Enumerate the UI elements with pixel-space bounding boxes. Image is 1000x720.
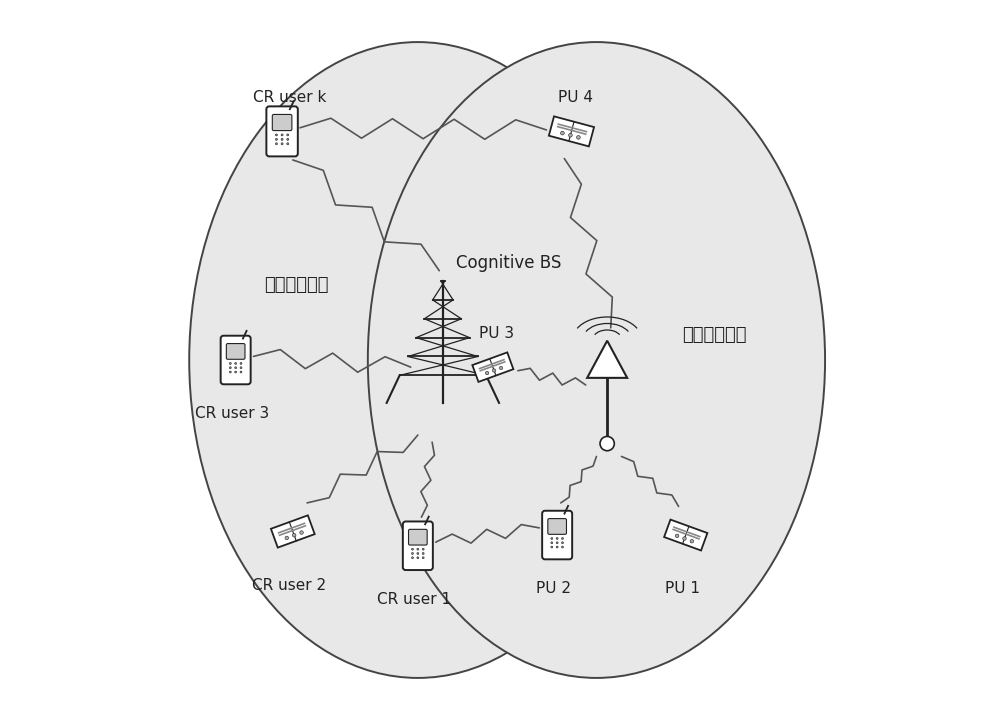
Circle shape (285, 536, 289, 540)
Text: PU 3: PU 3 (479, 325, 514, 341)
Circle shape (569, 133, 572, 137)
Polygon shape (664, 520, 707, 551)
Text: CR user 3: CR user 3 (195, 406, 269, 421)
Circle shape (485, 372, 489, 374)
Text: PU 4: PU 4 (558, 90, 593, 105)
Circle shape (235, 366, 237, 369)
Circle shape (417, 552, 419, 554)
Ellipse shape (368, 42, 825, 678)
Circle shape (235, 371, 237, 373)
Circle shape (600, 436, 614, 451)
FancyBboxPatch shape (548, 518, 566, 534)
Polygon shape (587, 341, 627, 378)
FancyBboxPatch shape (403, 521, 433, 570)
Circle shape (422, 552, 424, 554)
Circle shape (492, 369, 496, 372)
Circle shape (551, 541, 553, 544)
FancyBboxPatch shape (272, 114, 292, 130)
Circle shape (551, 546, 553, 548)
Circle shape (281, 138, 283, 140)
Circle shape (412, 548, 413, 550)
Circle shape (561, 131, 564, 135)
FancyBboxPatch shape (542, 510, 572, 559)
FancyBboxPatch shape (221, 336, 251, 384)
Circle shape (287, 138, 289, 140)
Text: CR user k: CR user k (253, 90, 326, 105)
Circle shape (577, 135, 580, 139)
Circle shape (556, 546, 558, 548)
FancyBboxPatch shape (409, 529, 427, 545)
Circle shape (275, 143, 277, 145)
Circle shape (292, 534, 296, 537)
Polygon shape (472, 352, 513, 382)
Circle shape (690, 539, 694, 543)
Circle shape (281, 143, 283, 145)
Text: PU 1: PU 1 (665, 582, 700, 596)
Text: CR user 1: CR user 1 (377, 592, 451, 607)
Circle shape (229, 366, 231, 369)
Ellipse shape (189, 42, 646, 678)
Text: 认知用户系统: 认知用户系统 (264, 276, 329, 294)
Circle shape (240, 371, 242, 373)
Circle shape (240, 366, 242, 369)
Polygon shape (271, 516, 315, 548)
Circle shape (235, 362, 237, 364)
Circle shape (562, 541, 563, 544)
Circle shape (683, 537, 686, 540)
Circle shape (551, 538, 553, 539)
Circle shape (229, 362, 231, 364)
Circle shape (229, 371, 231, 373)
Circle shape (556, 541, 558, 544)
Circle shape (562, 538, 563, 539)
Circle shape (556, 538, 558, 539)
Circle shape (675, 534, 679, 538)
Circle shape (275, 138, 277, 140)
Text: 授权用户系统: 授权用户系统 (682, 326, 747, 344)
Circle shape (240, 362, 242, 364)
Circle shape (275, 134, 277, 136)
Circle shape (422, 557, 424, 559)
Circle shape (412, 552, 413, 554)
Circle shape (287, 134, 289, 136)
Circle shape (417, 557, 419, 559)
Circle shape (412, 557, 413, 559)
FancyBboxPatch shape (226, 343, 245, 359)
FancyBboxPatch shape (266, 107, 298, 156)
Circle shape (562, 546, 563, 548)
Text: CR user 2: CR user 2 (252, 578, 326, 593)
Circle shape (287, 143, 289, 145)
Text: Cognitive BS: Cognitive BS (456, 254, 561, 272)
Circle shape (281, 134, 283, 136)
Circle shape (417, 548, 419, 550)
Polygon shape (549, 117, 594, 146)
Circle shape (499, 366, 503, 369)
Circle shape (300, 531, 303, 534)
Circle shape (422, 548, 424, 550)
Text: PU 2: PU 2 (536, 582, 571, 596)
